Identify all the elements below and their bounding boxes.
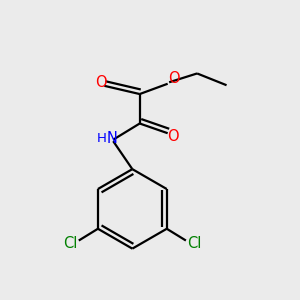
- Text: O: O: [168, 71, 179, 86]
- Text: Cl: Cl: [63, 236, 78, 251]
- Text: N: N: [106, 131, 117, 146]
- Text: O: O: [167, 129, 179, 144]
- Text: O: O: [96, 75, 107, 90]
- Text: Cl: Cl: [187, 236, 201, 251]
- Text: H: H: [97, 132, 107, 145]
